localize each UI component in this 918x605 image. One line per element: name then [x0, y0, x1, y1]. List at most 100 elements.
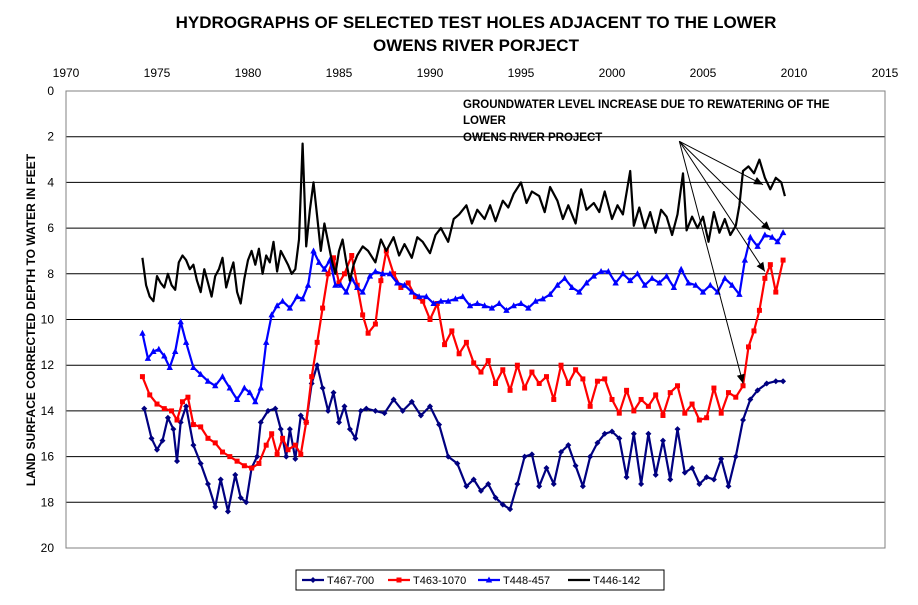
data-point — [590, 272, 597, 279]
data-point — [539, 295, 547, 302]
data-point — [492, 494, 499, 501]
annotation-arrow — [678, 140, 766, 272]
data-point — [551, 396, 557, 402]
x-tick-label: 2005 — [690, 66, 717, 80]
data-point — [449, 328, 455, 334]
data-point — [320, 305, 326, 311]
data-point — [477, 487, 484, 494]
data-point — [733, 394, 739, 400]
data-point — [624, 387, 630, 393]
data-point — [565, 442, 572, 449]
data-point — [696, 417, 702, 423]
data-point — [292, 442, 298, 448]
data-point — [756, 307, 762, 313]
data-point — [648, 274, 656, 281]
data-point — [273, 302, 281, 309]
legend-item-T467-700: T467-700 — [302, 575, 374, 587]
data-point — [751, 328, 757, 334]
series-T463-1070 — [139, 248, 786, 471]
annotation-line-1: GROUNDWATER LEVEL INCREASE DUE TO REWATE… — [463, 99, 830, 111]
data-point — [597, 268, 605, 275]
data-point — [725, 483, 732, 490]
data-point — [224, 508, 231, 515]
data-point — [277, 426, 284, 433]
data-point — [710, 476, 717, 483]
data-point — [405, 280, 411, 286]
data-point — [436, 421, 443, 428]
data-point — [182, 338, 190, 345]
data-point — [623, 474, 630, 481]
data-point — [331, 255, 337, 261]
data-point — [488, 304, 496, 311]
data-point — [736, 290, 743, 297]
data-point — [274, 451, 280, 457]
data-point — [197, 460, 204, 467]
data-point — [352, 435, 359, 442]
data-point — [675, 383, 681, 389]
data-point — [212, 382, 219, 389]
data-point — [631, 408, 637, 414]
annotation-arrows — [678, 140, 771, 384]
y-tick-label: 14 — [41, 404, 55, 418]
data-point — [220, 449, 226, 455]
data-point — [493, 380, 499, 386]
annotation-arrow — [679, 140, 764, 186]
data-point — [601, 430, 608, 437]
data-point — [681, 469, 688, 476]
data-point — [379, 270, 386, 277]
data-point — [372, 268, 379, 275]
data-point — [638, 481, 645, 488]
data-point — [430, 300, 437, 307]
data-point — [463, 483, 470, 490]
data-point — [183, 403, 190, 410]
data-point — [619, 270, 627, 277]
data-point — [594, 378, 600, 384]
data-point — [572, 462, 579, 469]
annotation: GROUNDWATER LEVEL INCREASE DUE TO REWATE… — [463, 99, 830, 144]
data-point — [627, 277, 634, 284]
legend-marker — [485, 576, 493, 583]
legend-marker — [310, 577, 316, 583]
data-point — [166, 363, 173, 370]
data-point — [391, 271, 397, 277]
data-point — [689, 465, 696, 472]
annotation-arrowhead — [756, 261, 765, 272]
legend-item-T446-142: T446-142 — [568, 575, 640, 587]
data-point — [198, 424, 204, 430]
data-point — [674, 426, 681, 433]
gridlines — [66, 136, 885, 503]
data-point — [434, 301, 440, 307]
data-point — [190, 442, 197, 449]
data-point — [241, 463, 247, 469]
data-point — [761, 231, 769, 238]
data-point — [309, 374, 315, 380]
data-point — [226, 384, 233, 391]
data-point — [780, 378, 787, 385]
data-point — [466, 302, 474, 309]
data-point — [332, 281, 339, 288]
y-tick-label: 2 — [47, 130, 54, 144]
data-point — [283, 453, 290, 460]
data-point — [456, 351, 462, 357]
data-point — [565, 380, 571, 386]
data-point — [197, 370, 204, 377]
data-point — [304, 281, 312, 288]
data-point — [314, 339, 320, 345]
data-point — [546, 290, 554, 297]
x-tick-label: 1970 — [53, 66, 80, 80]
data-point — [254, 453, 261, 460]
data-point — [485, 358, 491, 364]
data-point — [507, 506, 514, 513]
data-point — [711, 385, 717, 391]
data-point — [303, 419, 309, 425]
data-point — [558, 449, 565, 456]
data-point — [227, 454, 233, 460]
data-point — [692, 281, 699, 288]
data-point — [774, 238, 781, 245]
data-point — [154, 401, 160, 407]
y-tick-label: 20 — [41, 541, 55, 555]
data-point — [349, 253, 355, 259]
data-point — [169, 408, 175, 414]
data-point — [587, 453, 594, 460]
